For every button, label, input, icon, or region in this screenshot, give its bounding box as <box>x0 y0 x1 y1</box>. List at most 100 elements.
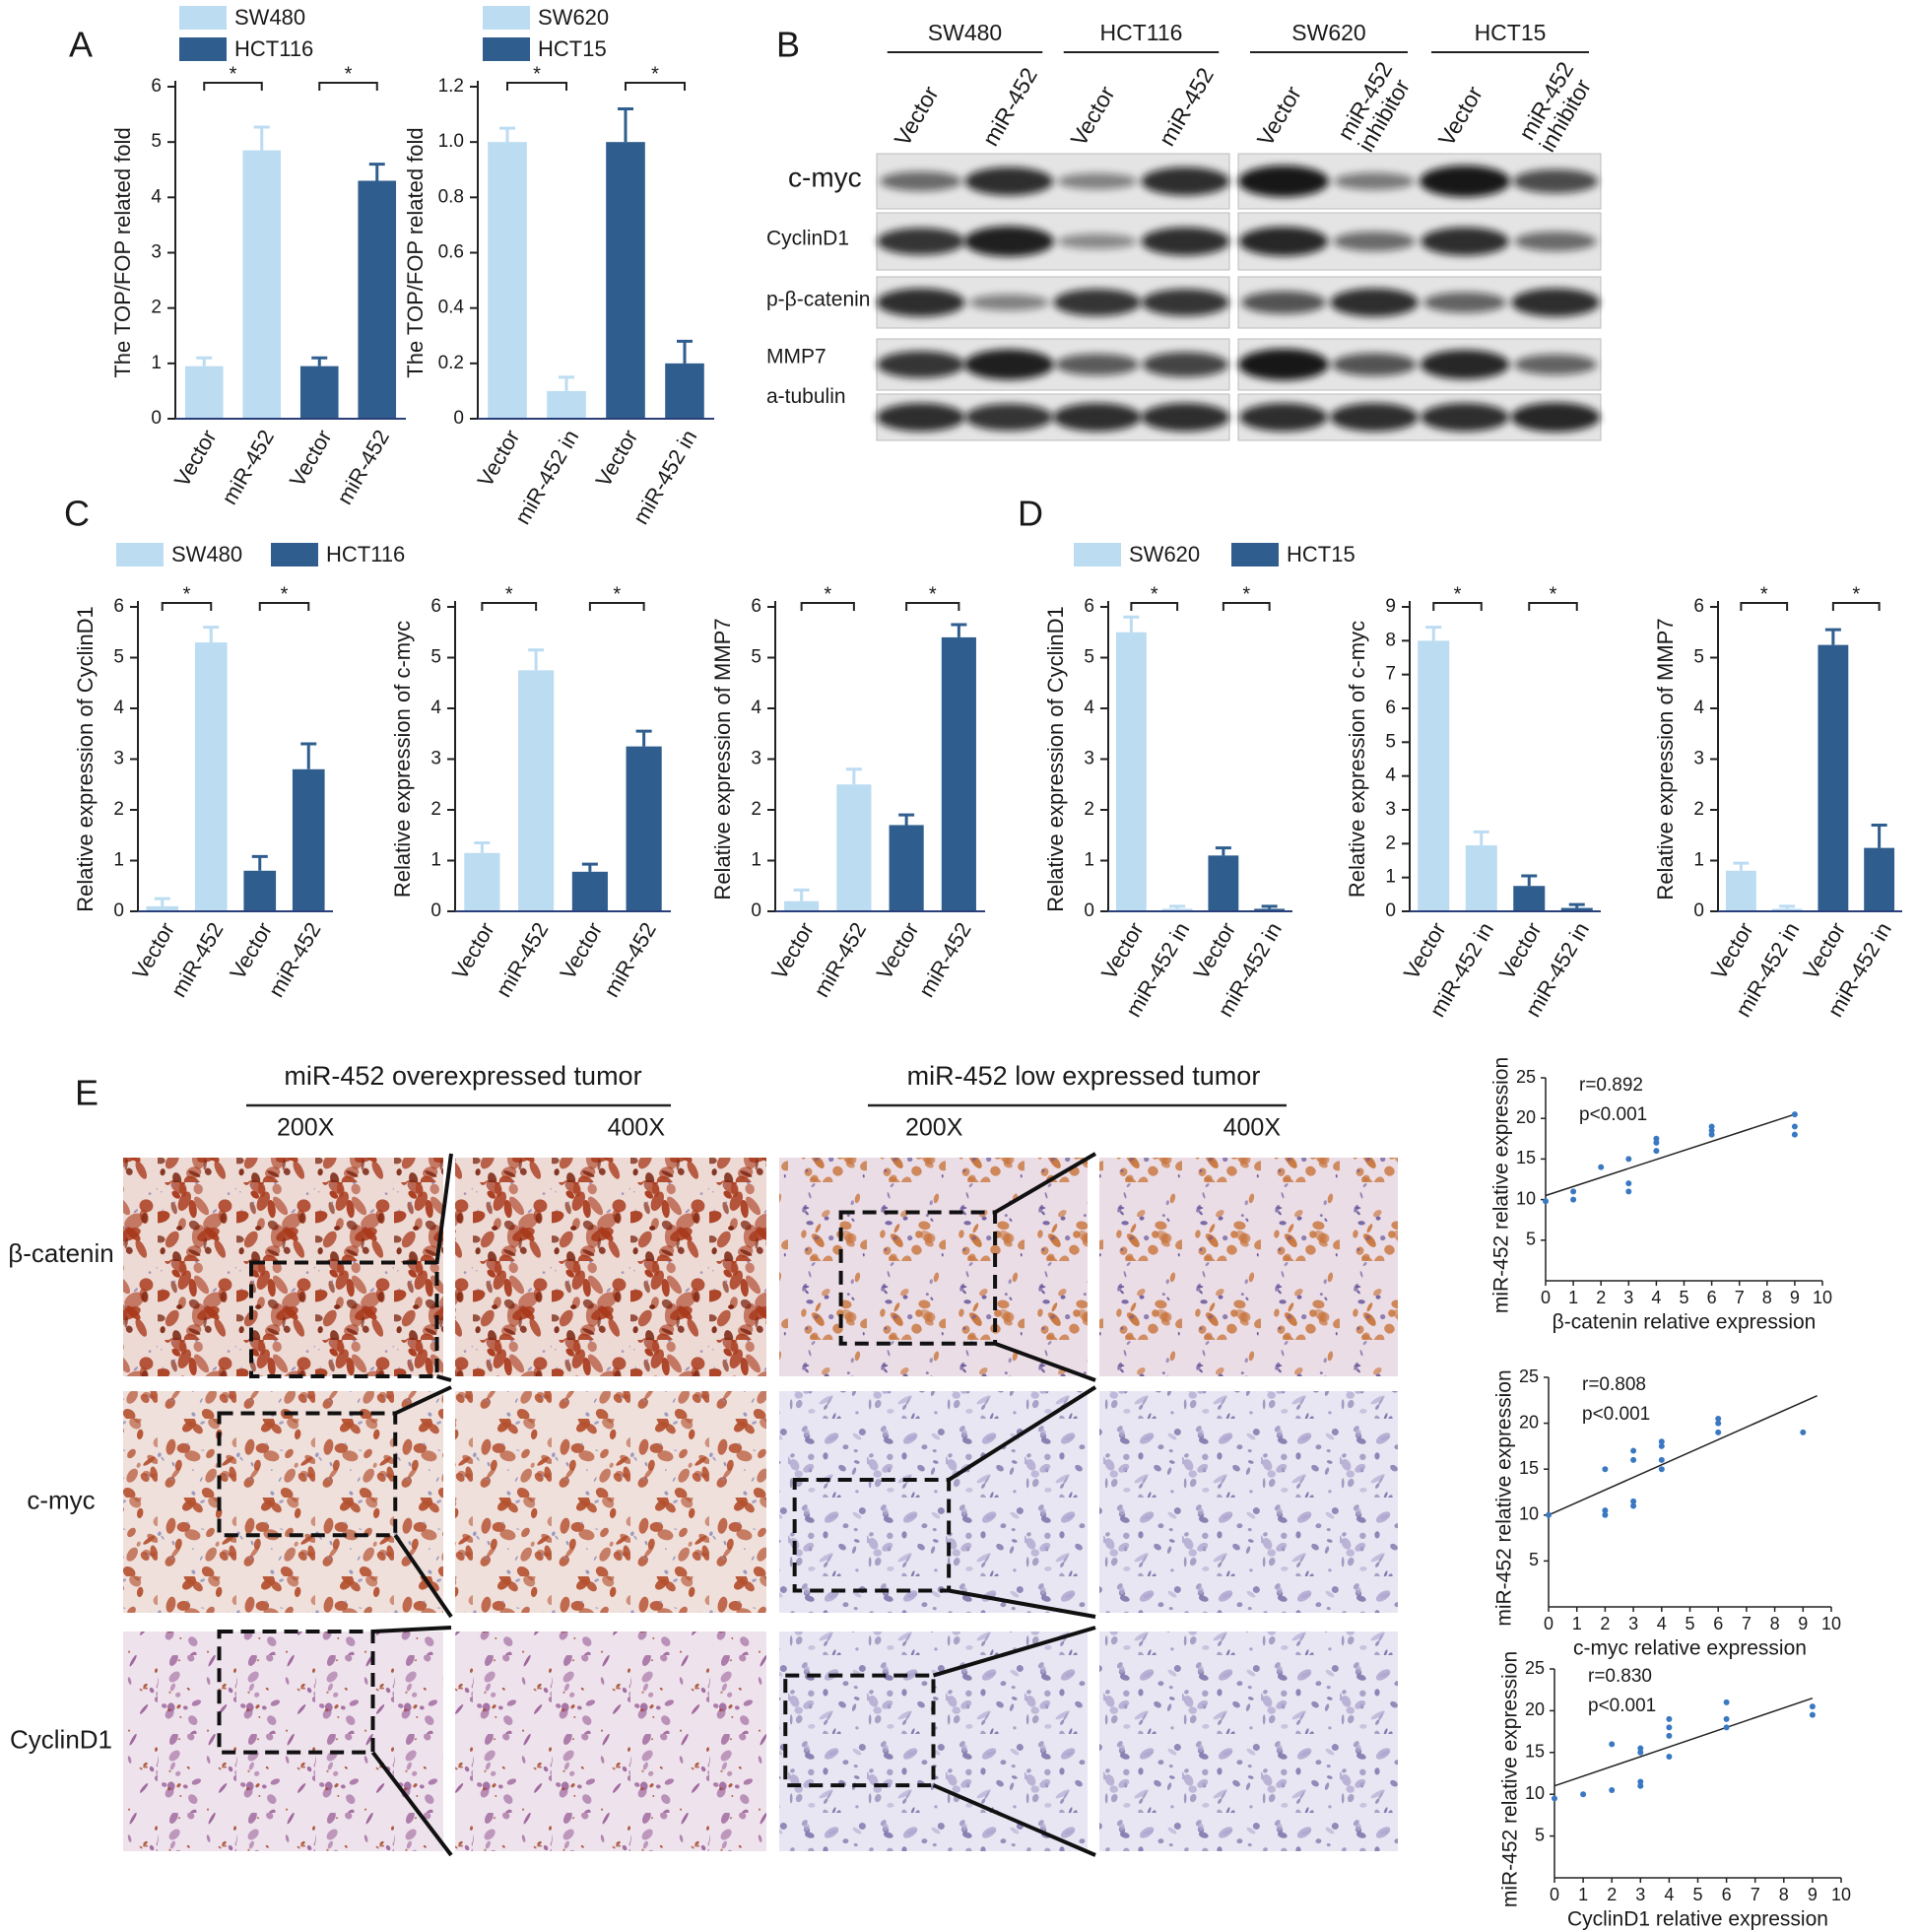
ihc-image <box>123 1158 443 1376</box>
significance-label: * <box>281 583 289 605</box>
significance-bracket <box>1528 602 1578 611</box>
significance-bracket <box>1130 602 1179 611</box>
blot-band <box>1423 292 1506 313</box>
bar <box>184 366 224 419</box>
bar <box>836 784 872 911</box>
ihc-image <box>1099 1391 1398 1613</box>
scatter-point <box>1630 1498 1637 1504</box>
y-tick-label: 3 <box>1385 799 1396 820</box>
legend-label: HCT15 <box>1287 542 1355 566</box>
y-tick-label: 1 <box>1693 850 1704 871</box>
error-bar <box>1215 846 1231 856</box>
x-tick-label: 1 <box>1572 1614 1582 1633</box>
scatter-point <box>1658 1438 1665 1445</box>
zoom-line <box>394 1385 452 1416</box>
significance-bracket <box>203 82 263 91</box>
scatter-point <box>1791 1131 1798 1138</box>
blot-band <box>1512 168 1599 194</box>
significance-label: * <box>533 63 541 85</box>
significance-label: * <box>183 583 191 605</box>
zoom-line <box>372 1626 452 1633</box>
blot-row-label: CyclinD1 <box>766 228 849 250</box>
blot-band <box>1514 354 1597 375</box>
legend-swatch <box>179 6 227 30</box>
bar <box>1418 640 1450 911</box>
bar <box>243 870 277 911</box>
bar <box>242 150 282 419</box>
magnification-label: 200X <box>905 1114 963 1142</box>
y-tick-label: 6 <box>1385 698 1396 718</box>
blot-band <box>1330 403 1419 432</box>
y-tick-label: 1 <box>430 850 441 871</box>
ihc-row-label: β-catenin <box>8 1238 113 1268</box>
error-bar <box>898 813 915 826</box>
stat-annotation: r=0.808 <box>1582 1374 1646 1395</box>
scatter-point <box>1637 1782 1644 1789</box>
significance-label: * <box>824 583 831 605</box>
y-tick-label: 15 <box>1516 1148 1536 1167</box>
y-tick-label: 10 <box>1519 1504 1539 1524</box>
bar <box>488 142 527 419</box>
scatter-point <box>1580 1791 1587 1798</box>
y-tick-label: 6 <box>151 76 162 97</box>
scatter-point <box>1708 1123 1715 1130</box>
bar <box>1115 632 1147 911</box>
y-tick-label: 1 <box>751 850 761 871</box>
ihc-image <box>123 1391 443 1613</box>
x-tick-label: 0 <box>1550 1885 1559 1904</box>
significance-label: * <box>1550 583 1557 605</box>
error-bar <box>1123 615 1140 633</box>
zoom-box <box>792 1478 952 1593</box>
bar <box>1465 845 1497 911</box>
blot-band <box>880 171 962 191</box>
error-bar <box>1871 823 1887 848</box>
y-tick-label: 1 <box>1084 850 1094 871</box>
x-tick-label: 10 <box>1831 1885 1851 1904</box>
error-bar <box>251 854 268 871</box>
legend-label: SW620 <box>538 5 609 30</box>
scatter-point <box>1658 1456 1665 1463</box>
scatter-point <box>1552 1795 1557 1802</box>
x-tick-label: 3 <box>1628 1614 1638 1633</box>
bar <box>1254 908 1286 911</box>
y-tick-label: 0 <box>113 900 124 921</box>
y-tick-label: 5 <box>751 647 761 668</box>
scatter-point <box>1602 1466 1609 1473</box>
zoom-line <box>948 1385 1097 1482</box>
significance-bracket <box>161 602 213 611</box>
blot-group-label: HCT116 <box>1100 20 1183 45</box>
scatter-point <box>1609 1741 1616 1748</box>
legend-label: HCT15 <box>538 36 607 61</box>
significance-bracket <box>318 82 378 91</box>
scatter-point <box>1658 1466 1665 1473</box>
trend-line <box>1553 1697 1814 1787</box>
significance-label: * <box>613 583 621 605</box>
zoom-box <box>217 1411 398 1538</box>
error-bar <box>845 767 862 785</box>
y-tick-label: 20 <box>1525 1699 1545 1719</box>
y-tick-label: 9 <box>1385 596 1396 617</box>
blot-band <box>1511 288 1600 317</box>
bar <box>299 366 339 419</box>
y-tick-label: 1 <box>151 353 162 373</box>
trend-line <box>1545 1113 1796 1197</box>
significance-bracket <box>1432 602 1483 611</box>
zoom-box <box>783 1673 936 1788</box>
blot-band <box>1238 227 1329 256</box>
blot-band <box>1057 233 1137 249</box>
y-axis-label: The TOP/FOP related fold <box>403 127 428 377</box>
significance-bracket <box>506 82 567 91</box>
ihc-group-title: miR-452 overexpressed tumor <box>284 1061 641 1091</box>
x-tick-label: 7 <box>1751 1885 1760 1904</box>
blot-row-label: c-myc <box>788 162 862 192</box>
significance-bracket <box>1831 602 1881 611</box>
ihc-image <box>455 1158 766 1376</box>
scatter-point <box>1653 1139 1660 1146</box>
bar <box>1725 870 1756 911</box>
blot-band <box>1420 166 1510 197</box>
significance-label: * <box>1242 583 1250 605</box>
legend-label: SW480 <box>171 542 242 566</box>
zoom-line <box>932 1626 1096 1678</box>
error-bar <box>951 623 967 637</box>
